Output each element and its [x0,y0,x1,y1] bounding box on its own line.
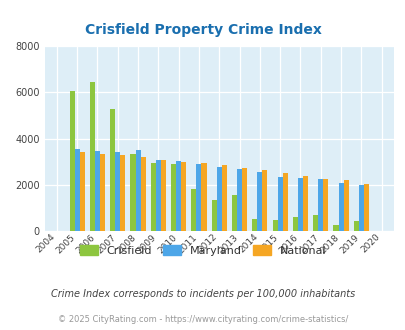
Bar [237,169,241,231]
Text: © 2025 CityRating.com - https://www.cityrating.com/crime-statistics/: © 2025 CityRating.com - https://www.city… [58,315,347,324]
Text: Crime Index corresponds to incidents per 100,000 inhabitants: Crime Index corresponds to incidents per… [51,289,354,299]
Bar [241,168,247,231]
Legend: Crisfield, Maryland, National: Crisfield, Maryland, National [75,241,330,260]
Bar [69,91,75,231]
Bar [231,195,237,231]
Bar [201,163,206,231]
Bar [75,149,79,231]
Bar [272,220,277,231]
Bar [318,180,322,231]
Bar [358,184,363,231]
Bar [363,184,368,231]
Bar [156,160,160,231]
Bar [353,221,358,231]
Bar [216,168,221,231]
Bar [312,215,318,231]
Bar [282,174,287,231]
Bar [333,224,338,231]
Bar [171,164,176,231]
Bar [115,152,120,231]
Bar [211,200,216,231]
Bar [191,189,196,231]
Bar [79,152,85,231]
Bar [150,163,156,231]
Bar [338,183,343,231]
Bar [262,170,267,231]
Bar [292,217,297,231]
Bar [181,162,186,231]
Bar [343,180,348,231]
Bar [135,150,140,231]
Bar [196,164,201,231]
Text: Crisfield Property Crime Index: Crisfield Property Crime Index [84,23,321,37]
Bar [277,177,282,231]
Bar [221,165,226,231]
Bar [120,154,125,231]
Bar [322,179,328,231]
Bar [100,154,105,231]
Bar [160,160,166,231]
Bar [176,160,181,231]
Bar [252,219,257,231]
Bar [130,154,135,231]
Bar [140,157,145,231]
Bar [90,82,95,231]
Bar [297,178,302,231]
Bar [95,151,100,231]
Bar [110,109,115,231]
Bar [302,176,307,231]
Bar [257,172,262,231]
